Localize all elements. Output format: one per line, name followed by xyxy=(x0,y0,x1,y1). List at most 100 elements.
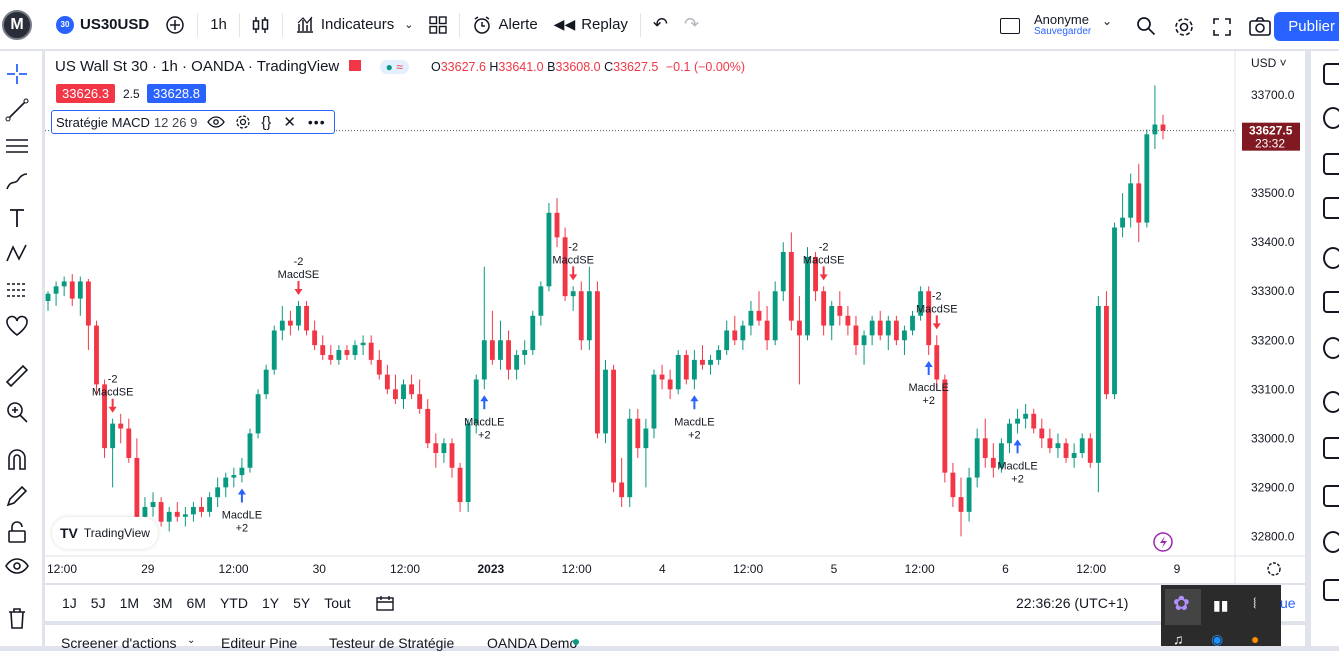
price-tick-label: 33300.0 xyxy=(1251,284,1295,298)
candle-body xyxy=(1055,443,1061,449)
replay-button[interactable]: ◀◀ Replay xyxy=(546,8,636,42)
broadcast-icon[interactable] xyxy=(1323,531,1339,553)
auto-scale-partial[interactable]: ue xyxy=(1280,595,1296,611)
candle-body xyxy=(142,506,148,517)
undo-button[interactable]: ↶ xyxy=(645,8,676,42)
candle-body xyxy=(94,325,99,385)
timeframe-button[interactable]: 1J xyxy=(62,595,77,611)
app-icon[interactable]: ● xyxy=(1251,631,1260,647)
help-icon[interactable] xyxy=(1323,485,1339,507)
alert-button[interactable]: Alerte xyxy=(464,8,545,42)
signal-qty: +2 xyxy=(688,429,701,441)
network-icon[interactable]: ⧙ xyxy=(1253,595,1257,612)
date-range-icon[interactable] xyxy=(375,595,394,611)
news-icon[interactable] xyxy=(1323,153,1339,175)
symbol-search-button[interactable]: 30 US30USD xyxy=(48,8,157,42)
tab-strategy-tester[interactable]: Testeur de Stratégie xyxy=(329,635,455,651)
feather-app-icon[interactable]: ✿ xyxy=(1173,593,1190,615)
timeframe-button[interactable]: YTD xyxy=(219,595,248,611)
market-status-badge[interactable]: ● ≈ xyxy=(379,60,409,74)
magnet-icon[interactable] xyxy=(4,447,30,473)
ideas-icon[interactable] xyxy=(1323,337,1339,359)
compare-add-button[interactable] xyxy=(157,8,193,42)
trend-line-icon[interactable] xyxy=(4,97,30,123)
fullscreen-icon[interactable] xyxy=(1212,17,1232,37)
candle-body xyxy=(724,330,730,351)
chevron-down-icon[interactable]: ⌄ xyxy=(1102,14,1113,28)
candle-body xyxy=(393,389,398,400)
alerts-clock-icon[interactable] xyxy=(1323,107,1339,129)
tab-trading-panel[interactable]: OANDA Demo xyxy=(487,635,578,651)
search-icon[interactable] xyxy=(1136,16,1156,36)
camera-icon[interactable] xyxy=(1248,16,1272,38)
layouts-button[interactable] xyxy=(421,8,455,42)
tab-pine-editor[interactable]: Editeur Pine xyxy=(221,635,298,651)
pencil-lock-icon[interactable] xyxy=(4,483,30,509)
tab-stock-screener[interactable]: Screener d'actions xyxy=(61,635,177,651)
trash-icon[interactable] xyxy=(4,605,30,631)
symbol-title[interactable]: US Wall St 30 · 1h · OANDA · TradingView xyxy=(55,58,340,75)
app-icon[interactable]: ◉ xyxy=(1211,631,1224,647)
timeframe-button[interactable]: 5Y xyxy=(293,595,311,611)
chat-icon[interactable] xyxy=(1323,247,1339,269)
text-icon[interactable] xyxy=(4,205,30,231)
replay-label: Replay xyxy=(581,16,628,33)
eye-icon[interactable] xyxy=(4,553,30,579)
symbol-badge: 30 xyxy=(56,15,74,34)
timeframe-button[interactable]: 1M xyxy=(119,595,140,611)
lock-icon[interactable] xyxy=(4,519,30,545)
streams-icon[interactable] xyxy=(1323,391,1339,413)
prediction-icon[interactable] xyxy=(4,277,30,303)
candle-body xyxy=(134,457,140,517)
battery-icon[interactable]: ▮▮ xyxy=(1213,597,1229,613)
ruler-icon[interactable] xyxy=(4,363,30,389)
layout-window-icon[interactable] xyxy=(1000,18,1020,34)
save-link[interactable]: Sauvegarder xyxy=(1034,26,1092,37)
timeframe-button[interactable]: Tout xyxy=(324,595,351,611)
interval-button[interactable]: 1h xyxy=(202,8,235,42)
volume-icon[interactable]: ♫ xyxy=(1173,631,1184,647)
horizontal-lines-icon[interactable] xyxy=(4,133,30,159)
account-menu[interactable]: Anonyme Sauvegarder xyxy=(1034,13,1092,38)
close-icon[interactable]: ✕ xyxy=(283,114,296,131)
chart-pane[interactable]: USD ˅33700.033600.033500.033400.033300.0… xyxy=(45,51,1305,583)
tray-app-slot[interactable] xyxy=(1165,589,1201,625)
brush-icon[interactable] xyxy=(4,169,30,195)
object-tree-icon[interactable] xyxy=(1323,197,1339,219)
system-tray-popup: ✿ ▮▮ ⧙ ♫ ◉ ● xyxy=(1161,585,1281,647)
chevron-down-icon[interactable]: ⌄ xyxy=(187,635,196,646)
crosshair-icon[interactable] xyxy=(4,61,30,87)
sell-price-button[interactable]: 33626.3 xyxy=(56,84,115,103)
candle-body xyxy=(926,291,932,346)
candle-body xyxy=(578,291,584,341)
watchlist-icon[interactable] xyxy=(1323,63,1339,85)
buy-price-button[interactable]: 33628.8 xyxy=(147,84,206,103)
source-code-icon[interactable]: {} xyxy=(261,113,272,131)
pattern-icon[interactable] xyxy=(4,241,30,267)
heart-icon[interactable] xyxy=(4,313,30,339)
calendar-icon[interactable] xyxy=(1323,291,1339,313)
indicators-button[interactable]: Indicateurs ⌄ xyxy=(287,8,422,42)
order-panel-icon[interactable] xyxy=(1323,579,1339,601)
candle-body xyxy=(966,477,972,512)
timeframe-button[interactable]: 3M xyxy=(153,595,173,611)
redo-button[interactable]: ↷ xyxy=(676,8,707,42)
candle-body xyxy=(756,310,762,321)
zoom-in-icon[interactable] xyxy=(4,399,30,425)
timeframe-button[interactable]: 6M xyxy=(186,595,206,611)
gear-icon[interactable] xyxy=(1173,16,1195,38)
clock-display[interactable]: 22:36:26 (UTC+1) xyxy=(1016,595,1129,611)
user-menu-button[interactable]: M xyxy=(2,9,32,40)
interval-label: 1h xyxy=(210,16,227,33)
publish-button[interactable]: Publier xyxy=(1274,12,1339,41)
eye-icon[interactable] xyxy=(207,115,226,129)
timeframe-button[interactable]: 1Y xyxy=(261,595,280,611)
gear-icon[interactable] xyxy=(235,114,251,130)
notifications-icon[interactable] xyxy=(1323,437,1339,459)
strategy-legend[interactable]: Stratégie MACD 12 26 9 {} ✕ ••• xyxy=(51,110,335,134)
more-icon[interactable]: ••• xyxy=(307,114,326,130)
timeframe-button[interactable]: 5J xyxy=(90,595,106,611)
chart-type-button[interactable] xyxy=(244,8,278,42)
price-chart[interactable]: USD ˅33700.033600.033500.033400.033300.0… xyxy=(45,51,1305,583)
time-tick-label: 12:00 xyxy=(47,562,77,576)
